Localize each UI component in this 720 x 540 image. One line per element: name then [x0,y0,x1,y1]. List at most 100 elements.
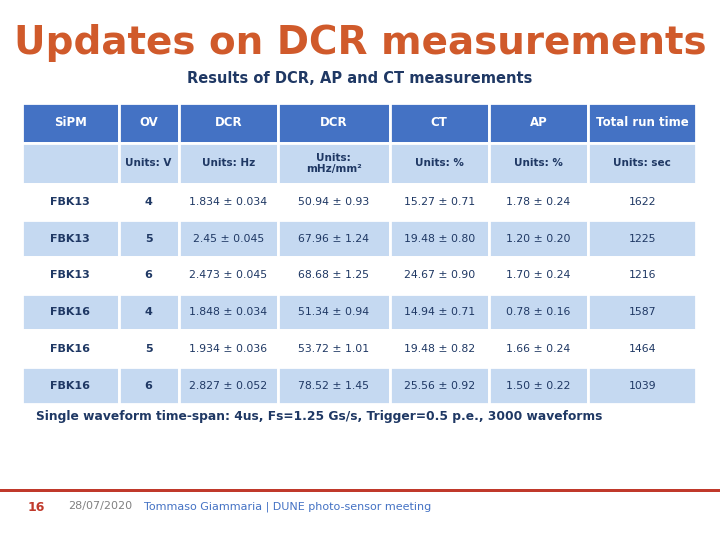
Text: 1464: 1464 [629,344,656,354]
Bar [179,367,278,404]
Bar [179,220,278,257]
Text: 19.48 ± 0.82: 19.48 ± 0.82 [404,344,474,354]
Text: CT: CT [431,116,448,130]
Bar [179,294,278,330]
Bar [588,257,696,294]
Text: 1.20 ± 0.20: 1.20 ± 0.20 [506,234,571,244]
Text: 1225: 1225 [629,234,656,244]
Text: 25.56 ± 0.92: 25.56 ± 0.92 [404,381,474,390]
Text: DCR: DCR [215,116,242,130]
Bar [588,103,696,143]
Text: 28/07/2020: 28/07/2020 [68,501,132,511]
Text: FBK13: FBK13 [50,271,90,280]
Text: Results of DCR, AP and CT measurements: Results of DCR, AP and CT measurements [187,71,533,86]
Bar [390,103,489,143]
Text: 78.52 ± 1.45: 78.52 ± 1.45 [298,381,369,390]
Text: AP: AP [530,116,547,130]
Bar [119,220,179,257]
Text: Tommaso Giammaria | DUNE photo-sensor meeting: Tommaso Giammaria | DUNE photo-sensor me… [144,501,431,511]
Bar [22,220,119,257]
Text: 1622: 1622 [629,197,656,207]
Bar [390,330,489,367]
Text: 1.66 ± 0.24: 1.66 ± 0.24 [506,344,571,354]
Bar [489,143,588,184]
Bar [390,294,489,330]
Text: FBK13: FBK13 [50,234,90,244]
Bar [119,257,179,294]
Bar [278,367,390,404]
Bar [588,367,696,404]
Text: 16: 16 [27,501,45,514]
Bar [119,103,179,143]
Text: Units: %: Units: % [514,158,563,168]
Bar [489,330,588,367]
Text: FBK16: FBK16 [50,344,90,354]
Text: 1039: 1039 [629,381,656,390]
Text: 6: 6 [145,271,153,280]
Bar [390,367,489,404]
Bar [489,257,588,294]
Text: FBK16: FBK16 [50,307,90,317]
Bar [489,294,588,330]
Bar [588,294,696,330]
Bar [179,330,278,367]
Bar [179,184,278,220]
Bar [489,220,588,257]
Bar [278,294,390,330]
Bar [390,220,489,257]
Text: DCR: DCR [320,116,348,130]
Bar [22,184,119,220]
Text: 4: 4 [145,197,153,207]
Bar [588,143,696,184]
Text: 19.48 ± 0.80: 19.48 ± 0.80 [404,234,474,244]
Text: 14.94 ± 0.71: 14.94 ± 0.71 [404,307,474,317]
Bar [390,143,489,184]
Text: 1.848 ± 0.034: 1.848 ± 0.034 [189,307,267,317]
Bar [22,143,119,184]
Bar [119,184,179,220]
Text: 1216: 1216 [629,271,656,280]
Text: OV: OV [139,116,158,130]
Text: 6: 6 [145,381,153,390]
Text: 15.27 ± 0.71: 15.27 ± 0.71 [404,197,474,207]
Bar [179,143,278,184]
Bar [278,257,390,294]
Bar [119,294,179,330]
Text: 1.834 ± 0.034: 1.834 ± 0.034 [189,197,267,207]
Bar [0,489,720,492]
Text: Units: %: Units: % [415,158,464,168]
Text: 1.934 ± 0.036: 1.934 ± 0.036 [189,344,267,354]
Bar [119,330,179,367]
Text: 1.78 ± 0.24: 1.78 ± 0.24 [506,197,571,207]
Text: 5: 5 [145,234,153,244]
Bar [588,184,696,220]
Bar [588,330,696,367]
Text: Units: Hz: Units: Hz [202,158,255,168]
Text: Total run time: Total run time [596,116,688,130]
Bar [278,184,390,220]
Text: 67.96 ± 1.24: 67.96 ± 1.24 [298,234,369,244]
Text: SiPM: SiPM [54,116,86,130]
Bar [119,367,179,404]
Text: Units: sec: Units: sec [613,158,671,168]
Text: 2.45 ± 0.045: 2.45 ± 0.045 [193,234,264,244]
Text: Units: V: Units: V [125,158,172,168]
Bar [22,257,119,294]
Text: 1587: 1587 [629,307,656,317]
Text: 4: 4 [145,307,153,317]
Bar [278,143,390,184]
Bar [489,103,588,143]
Text: 51.34 ± 0.94: 51.34 ± 0.94 [298,307,369,317]
Bar [179,257,278,294]
Bar [278,103,390,143]
Bar [278,330,390,367]
Bar [278,220,390,257]
Bar [179,103,278,143]
Bar [390,184,489,220]
Text: 50.94 ± 0.93: 50.94 ± 0.93 [298,197,369,207]
Text: Updates on DCR measurements: Updates on DCR measurements [14,24,706,62]
Text: 1.70 ± 0.24: 1.70 ± 0.24 [506,271,571,280]
Text: Units:
mHz/mm²: Units: mHz/mm² [306,152,361,174]
Bar [489,184,588,220]
Bar [22,103,119,143]
